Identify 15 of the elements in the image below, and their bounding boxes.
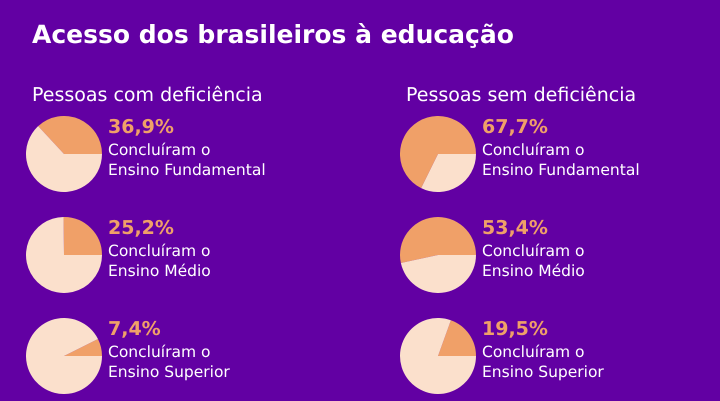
slice-label: Concluíram o Ensino Superior [108, 342, 230, 382]
slice-label: Concluíram o Ensino Fundamental [108, 140, 266, 180]
chart-title: Acesso dos brasileiros à educação [32, 20, 514, 49]
data-label: 25,2% [108, 217, 174, 239]
data-label: 36,9% [108, 116, 174, 138]
data-label: 19,5% [482, 318, 548, 340]
data-label: 67,7% [482, 116, 548, 138]
slice-label: Concluíram o Ensino Médio [108, 241, 211, 281]
data-label: 7,4% [108, 318, 161, 340]
chart-subtitle: Pessoas com deficiência [32, 84, 263, 106]
slice-label: Concluíram o Ensino Fundamental [482, 140, 640, 180]
data-label: 53,4% [482, 217, 548, 239]
slice-label: Concluíram o Ensino Médio [482, 241, 585, 281]
slice-label: Concluíram o Ensino Superior [482, 342, 604, 382]
chart-subtitle: Pessoas sem deficiência [406, 84, 636, 106]
